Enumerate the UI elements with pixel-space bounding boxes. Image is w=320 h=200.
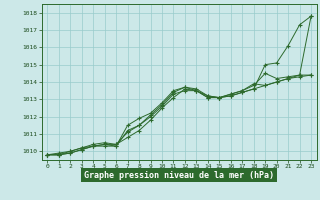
X-axis label: Graphe pression niveau de la mer (hPa): Graphe pression niveau de la mer (hPa) (84, 171, 274, 180)
